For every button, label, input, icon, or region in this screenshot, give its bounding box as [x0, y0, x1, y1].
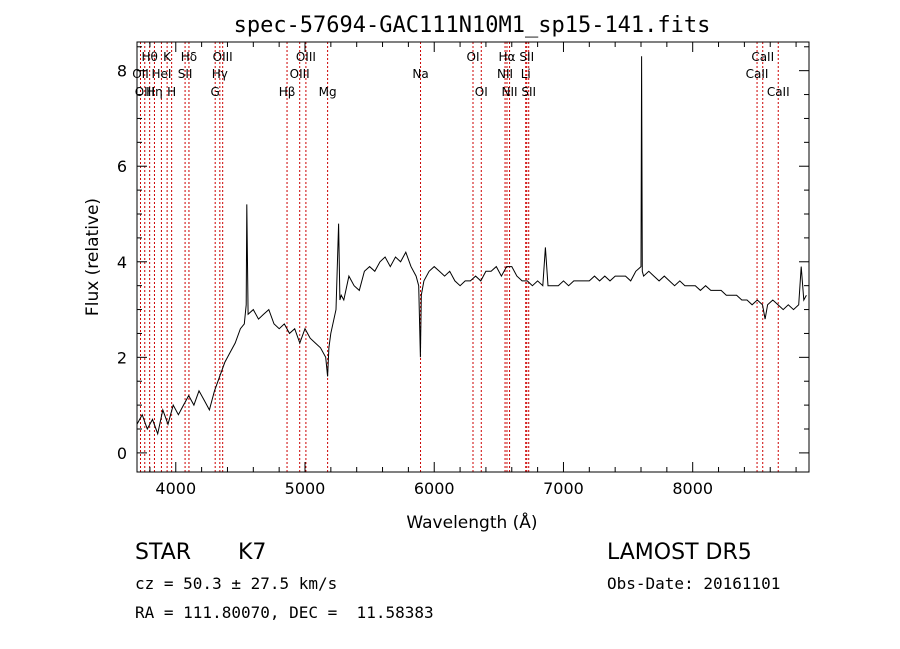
x-tick-label: 4000 — [155, 479, 196, 498]
spectral-line-label: SII — [519, 50, 534, 64]
survey-name: LAMOST DR5 — [607, 540, 752, 565]
object-class: STAR — [135, 540, 192, 565]
spectral-line-label: SII — [178, 67, 193, 81]
spectral-line-label: HeI — [151, 67, 171, 81]
spectral-line-label: NII — [497, 67, 513, 81]
y-axis-label: Flux (relative) — [83, 198, 103, 316]
spectral-line-markers — [139, 42, 779, 472]
plot-frame — [136, 41, 810, 473]
spectral-line-label: Hθ — [141, 50, 157, 64]
spectral-line-label: Na — [412, 67, 428, 81]
spectral-line-label: OI — [475, 85, 488, 99]
spectral-line-label: Hδ — [181, 50, 197, 64]
redshift-velocity: cz = 50.3 ± 27.5 km/s — [135, 574, 338, 593]
spectral-line-label: G — [211, 85, 220, 99]
y-tick-label: 0 — [117, 444, 127, 463]
spectral-line-label: OIII — [296, 50, 316, 64]
spectral-line-label: Hα — [499, 50, 516, 64]
spectral-line-labels: HθOIIOIIIHηHeIKHSIIHδGHγOIIIHβOIIIOIIIMg… — [132, 50, 789, 99]
coordinates: RA = 111.80070, DEC = 11.58383 — [135, 603, 434, 622]
spectral-line-label: Hη — [146, 85, 163, 99]
spectral-line-label: H — [167, 85, 176, 99]
x-tick-label: 8000 — [672, 479, 713, 498]
x-tick-label: 5000 — [285, 479, 326, 498]
object-subclass: K7 — [238, 540, 267, 565]
x-axis-label: Wavelength (Å) — [406, 511, 537, 533]
y-tick-label: 4 — [117, 253, 127, 272]
x-tick-label: 6000 — [414, 479, 455, 498]
y-tick-label: 2 — [117, 348, 127, 367]
y-tick-label: 8 — [117, 62, 127, 81]
axis-ticks: 4000 5000 6000 7000 8000 0 2 4 6 8 — [117, 42, 809, 498]
spectral-line-label: OIII — [290, 67, 310, 81]
spectral-line-label: OI — [467, 50, 480, 64]
observation-date: Obs-Date: 20161101 — [607, 574, 781, 593]
chart-title: spec-57694-GAC111N10M1_sp15-141.fits — [234, 13, 711, 38]
spectral-line-label: NII — [502, 85, 518, 99]
spectral-line-label: CaII — [746, 67, 769, 81]
y-tick-label: 6 — [117, 157, 127, 176]
spectral-line-label: K — [163, 50, 172, 64]
spectrum-series-line — [136, 56, 807, 436]
spectral-line-label: Hβ — [279, 85, 296, 99]
spectral-line-label: Li — [521, 67, 531, 81]
spectral-line-label: Hγ — [212, 67, 228, 81]
spectral-line-label: SII — [521, 85, 536, 99]
spectral-line-label: OIII — [135, 85, 155, 99]
spectral-line-label: CaII — [751, 50, 774, 64]
spectral-line-label: OII — [132, 67, 149, 81]
spectral-line-label: OIII — [213, 50, 233, 64]
x-tick-label: 7000 — [543, 479, 584, 498]
spectral-line-label: CaII — [767, 85, 790, 99]
spectral-line-label: Mg — [319, 85, 337, 99]
